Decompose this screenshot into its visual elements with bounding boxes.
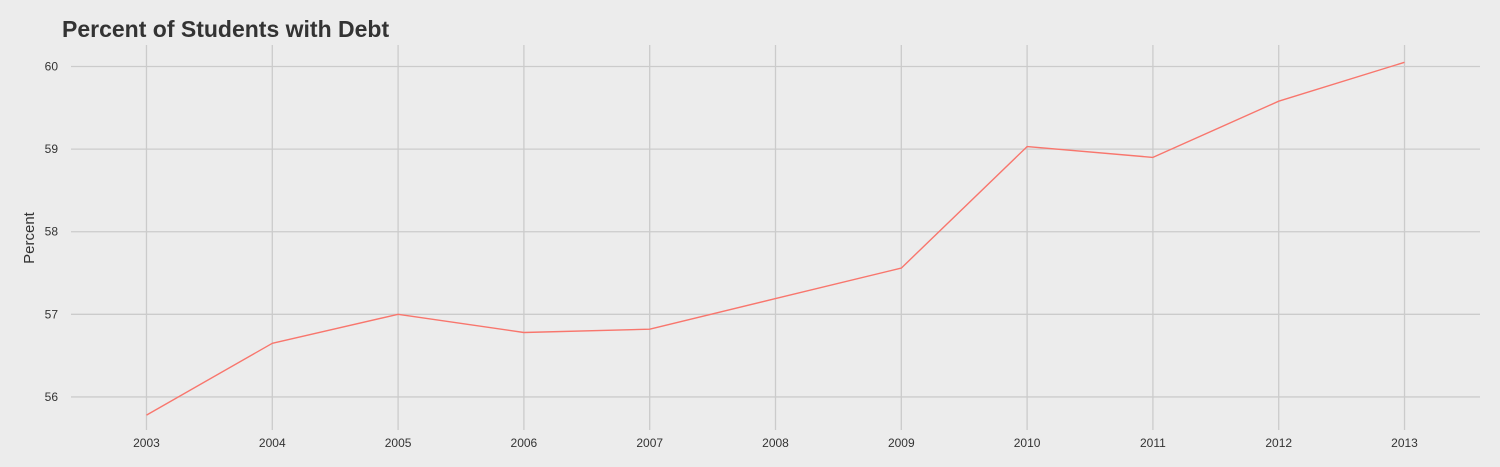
x-tick-label: 2008 [762,436,789,450]
y-tick-label: 57 [45,307,59,321]
y-tick-label: 58 [45,225,59,239]
y-axis-label: Percent [21,211,38,264]
series-line [146,61,1405,416]
chart-title: Percent of Students with Debt [62,16,389,42]
x-tick-label: 2003 [133,436,160,450]
x-tick-label: 2007 [636,436,663,450]
x-tick-label: 2010 [1014,436,1041,450]
x-tick-label: 2006 [511,436,538,450]
y-tick-labels: 56 57 58 59 60 [45,59,59,403]
x-tick-label: 2005 [385,436,412,450]
x-gridlines [145,45,1406,430]
x-tick-label: 2009 [888,436,915,450]
y-tick-label: 60 [45,59,59,73]
series-group [146,61,1405,416]
x-tick-labels: 2003 2004 2005 2006 2007 2008 2009 2010 2011 2012… [133,436,1418,450]
x-tick-label: 2012 [1265,436,1292,450]
y-tick-label: 56 [45,390,59,404]
x-tick-label: 2004 [259,436,286,450]
x-tick-label: 2011 [1140,436,1166,450]
y-tick-label: 59 [45,142,59,156]
x-tick-label: 2013 [1391,436,1418,450]
